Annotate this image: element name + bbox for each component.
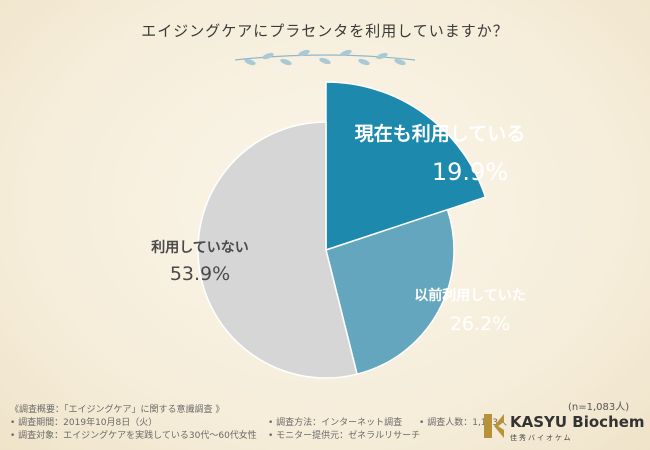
pie-slice xyxy=(197,121,358,379)
survey-heading: 《調査概要：「エイジングケア」に関する意識調査 》 xyxy=(10,405,225,415)
slice-label: 以前利用していた xyxy=(414,287,526,304)
chart-title: エイジングケアにプラセンタを利用していますか？ xyxy=(141,22,509,40)
leaf-vine-icon xyxy=(234,49,416,66)
pie-slice xyxy=(325,81,487,252)
brand-name: KASYU Biochem xyxy=(510,413,645,431)
survey-provider: • モニター提供元：ゼネラルリサーチ xyxy=(268,431,421,441)
brand-subtitle: 佳秀バイオケム xyxy=(510,434,573,442)
slice-label: 利用していない xyxy=(151,239,249,256)
slice-label: 現在も利用している xyxy=(355,122,525,145)
survey-method: • 調査方法：インターネット調査 xyxy=(268,418,403,428)
kasyu-logo-icon xyxy=(484,414,504,438)
slice-value-label: 26.2% xyxy=(450,313,510,335)
survey-target: • 調査対象：エイジングケアを実践している30代～60代女性 xyxy=(10,431,257,441)
sample-size-note: (n=1,083人) xyxy=(568,402,630,413)
slice-value-label: 53.9% xyxy=(170,263,230,285)
pie-slice xyxy=(325,208,455,376)
slice-value-label: 19.9% xyxy=(432,158,508,186)
survey-summary: 《調査概要：「エイジングケア」に関する意識調査 》 • 調査期間：2019年10… xyxy=(10,404,507,443)
survey-period: • 調査期間：2019年10月8日（火） xyxy=(10,418,158,428)
survey-count: • 調査人数：1,113人 xyxy=(419,418,507,428)
